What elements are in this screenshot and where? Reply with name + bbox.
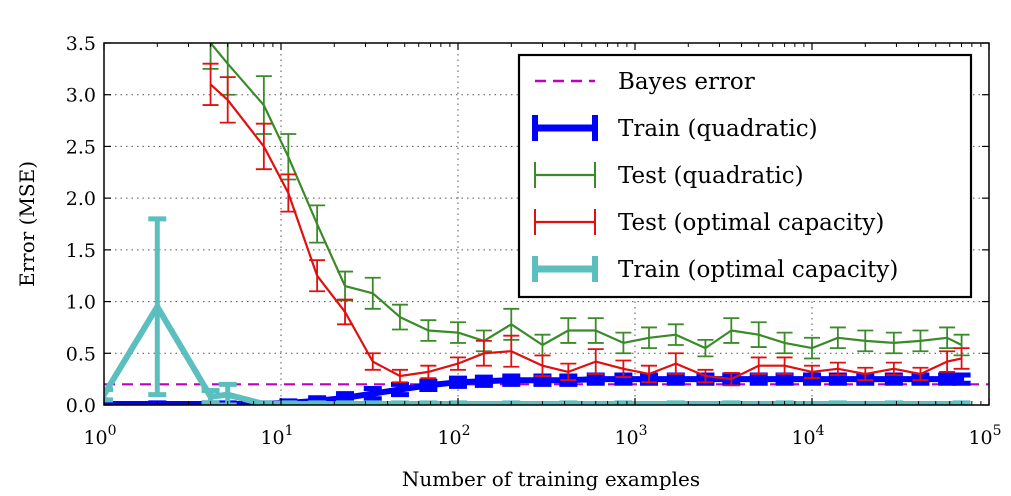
- error-bar: [615, 331, 632, 355]
- y-tick-label-5: 2.5: [66, 136, 96, 158]
- x-tick-label-4: 104: [791, 423, 824, 449]
- error-bar: [391, 368, 408, 384]
- error-bar: [502, 373, 521, 387]
- error-bar: [586, 372, 605, 386]
- legend-label-2: Test (quadratic): [618, 163, 804, 189]
- error-bar: [775, 372, 794, 386]
- error-bar: [723, 372, 740, 387]
- error-bar: [364, 276, 381, 310]
- error-bar: [219, 76, 236, 124]
- error-bar: [419, 378, 438, 392]
- y-tick-label-1: 0.5: [66, 343, 96, 365]
- legend-entry-4: Train (optimal capacity): [532, 256, 898, 283]
- error-bar: [952, 372, 971, 386]
- error-bar: [560, 317, 577, 344]
- error-bar: [420, 319, 437, 342]
- x-tick-label-5: 105: [968, 423, 1001, 449]
- series-3: [104, 216, 971, 405]
- legend-label-0: Bayes error: [618, 69, 755, 95]
- error-bar: [804, 364, 820, 380]
- error-bar: [615, 359, 632, 378]
- error-bar: [309, 204, 326, 244]
- y-tick-label-6: 3.0: [66, 85, 96, 107]
- error-bar: [420, 364, 437, 380]
- error-bar: [474, 374, 493, 388]
- error-bar: [391, 303, 408, 331]
- y-tick-label-0: 0.0: [66, 395, 96, 417]
- error-bar: [148, 216, 167, 398]
- error-bar: [667, 352, 684, 375]
- y-axis-label: Error (MSE): [15, 161, 39, 287]
- legend-entry-2: Test (quadratic): [534, 162, 804, 189]
- y-tick-label-7: 3.5: [66, 33, 96, 55]
- error-bar: [912, 329, 929, 353]
- error-bar: [202, 62, 219, 106]
- x-tick-label-2: 102: [437, 423, 470, 449]
- plot-frame: [103, 42, 990, 406]
- error-bar: [829, 326, 846, 350]
- error-bar: [337, 298, 354, 326]
- error-bar: [776, 331, 793, 355]
- error-bar: [885, 361, 902, 376]
- error-bar: [750, 321, 767, 348]
- legend: Bayes error Train (quadratic) Test (quadra…: [517, 53, 973, 299]
- y-tick-label-4: 2.0: [66, 188, 96, 210]
- legend-swatch: [534, 162, 596, 188]
- y-tick-label-3: 1.5: [66, 240, 96, 262]
- error-bar: [364, 352, 381, 371]
- y-tick-label-2: 1.0: [66, 292, 96, 314]
- error-bar: [560, 362, 577, 382]
- error-bar: [857, 366, 874, 382]
- error-bar: [309, 259, 326, 293]
- x-tick-label-3: 103: [614, 423, 647, 449]
- legend-swatch: [532, 256, 598, 282]
- error-bar: [255, 122, 272, 171]
- error-bar: [503, 334, 520, 368]
- error-bar: [857, 329, 874, 353]
- x-axis-label: Number of training examples: [402, 467, 700, 491]
- error-bar: [885, 331, 902, 355]
- error-bar: [475, 339, 492, 367]
- error-bar: [587, 348, 604, 375]
- x-tick-label-0: 100: [83, 423, 116, 449]
- error-bar: [641, 326, 658, 350]
- legend-label-1: Train (quadratic): [618, 116, 818, 142]
- error-bar: [953, 347, 970, 370]
- error-bar: [829, 361, 846, 376]
- error-bar: [450, 356, 466, 371]
- error-bar: [723, 317, 740, 344]
- error-bar: [697, 338, 714, 358]
- error-bar: [697, 368, 714, 384]
- error-bar: [280, 173, 297, 213]
- error-bar: [776, 356, 793, 375]
- error-bar: [534, 354, 551, 377]
- error-bar: [641, 364, 658, 384]
- legend-swatch: [532, 115, 598, 141]
- error-bar: [666, 372, 685, 386]
- error-bar: [587, 317, 604, 344]
- error-bar: [363, 385, 382, 402]
- legend-entry-1: Train (quadratic): [532, 115, 818, 142]
- x-tick-label-1: 101: [260, 423, 293, 449]
- error-bar: [390, 381, 409, 398]
- series-layer: [104, 43, 971, 405]
- error-bar: [449, 375, 467, 389]
- legend-swatch: [534, 209, 596, 235]
- error-bar: [804, 336, 820, 360]
- legend-entry-0: Bayes error: [535, 69, 755, 95]
- error-bar: [450, 321, 466, 344]
- legend-label-4: Train (optimal capacity): [618, 257, 898, 283]
- error-bar: [749, 372, 768, 386]
- error-bar: [667, 323, 684, 346]
- error-bar: [912, 366, 929, 382]
- error-bar: [750, 356, 767, 375]
- error-bar: [939, 326, 956, 350]
- series-2: [202, 62, 970, 387]
- error-bar: [939, 350, 956, 373]
- legend-label-3: Test (optimal capacity): [618, 210, 884, 236]
- legend-entry-3: Test (optimal capacity): [534, 209, 884, 236]
- axis-ticks: 100 101 102 103 104 105 0.0 0.5 1.0 1.5 2.0 2.5 3.0 3…: [66, 33, 1002, 449]
